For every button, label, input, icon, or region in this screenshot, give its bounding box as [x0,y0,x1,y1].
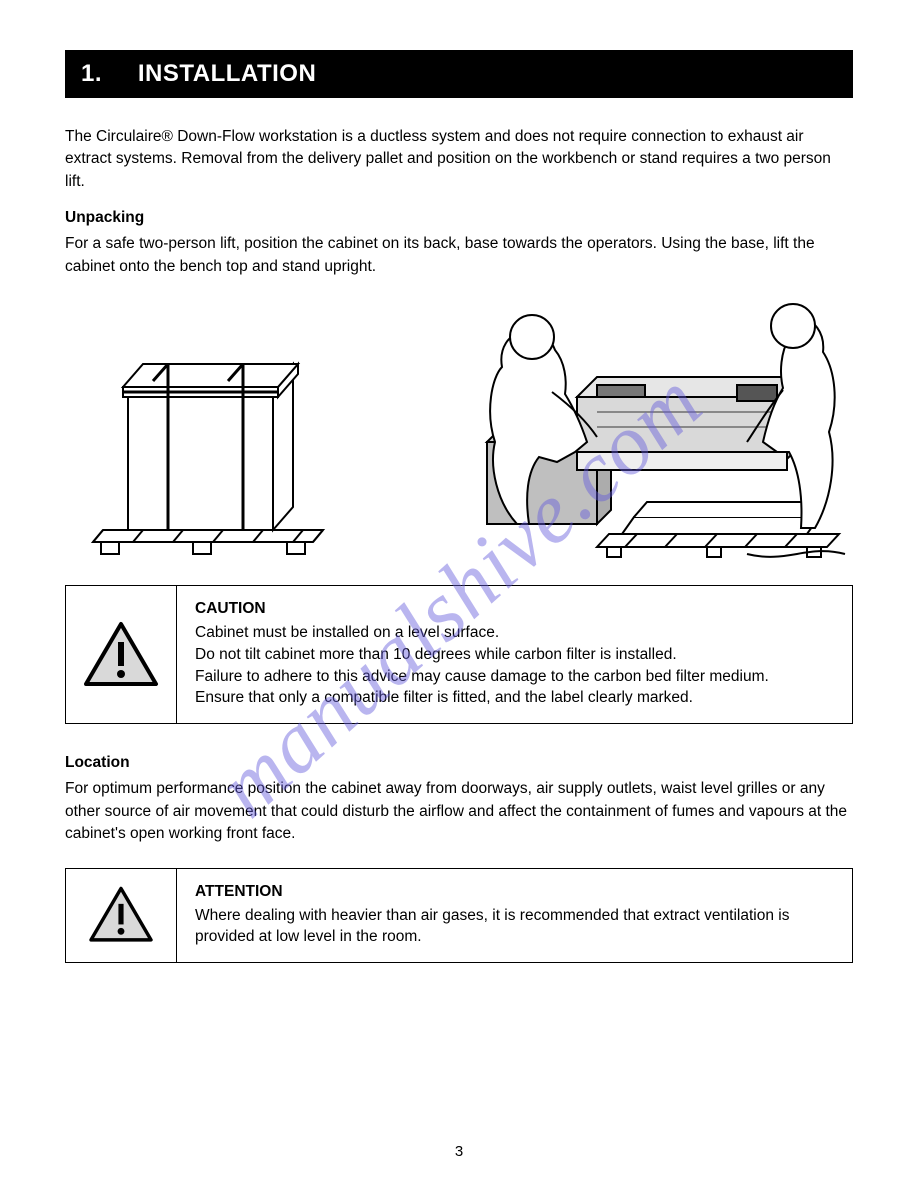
page-number: 3 [0,1143,918,1160]
caution-text-cell: CAUTION Cabinet must be installed on a l… [177,586,852,723]
attention-title: ATTENTION [195,883,834,901]
box-on-pallet-svg [83,332,333,567]
section-number: 1. [81,60,102,87]
caution-line-0: Cabinet must be installed on a level sur… [195,622,834,644]
warning-triangle-icon [87,885,155,945]
location-heading: Location [65,754,853,772]
unpacking-text: For a safe two-person lift, position the… [65,233,853,278]
unpacking-heading: Unpacking [65,209,853,227]
caution-line-1: Do not tilt cabinet more than 10 degrees… [195,644,834,666]
caution-title: CAUTION [195,600,834,618]
page: manualshive.com 1. INSTALLATION The Circ… [0,0,918,1188]
figures-row [65,292,853,567]
section-header-bar: 1. INSTALLATION [65,50,853,98]
intro-paragraph: The Circulaire® Down-Flow workstation is… [65,126,853,193]
attention-icon-cell [66,869,177,962]
figure-box-on-pallet [83,332,333,567]
attention-text-cell: ATTENTION Where dealing with heavier tha… [177,869,852,962]
caution-line-3: Ensure that only a compatible filter is … [195,687,834,709]
attention-body: Where dealing with heavier than air gase… [195,905,834,948]
attention-box: ATTENTION Where dealing with heavier tha… [65,868,853,963]
figure-two-person-lift [447,292,847,567]
location-text: For optimum performance position the cab… [65,778,853,845]
caution-line-2: Failure to adhere to this advice may cau… [195,666,834,688]
two-person-lift-svg [447,292,847,567]
caution-icon-cell [66,586,177,723]
warning-triangle-icon [82,620,160,690]
section-title: INSTALLATION [138,60,316,87]
caution-box: CAUTION Cabinet must be installed on a l… [65,585,853,724]
